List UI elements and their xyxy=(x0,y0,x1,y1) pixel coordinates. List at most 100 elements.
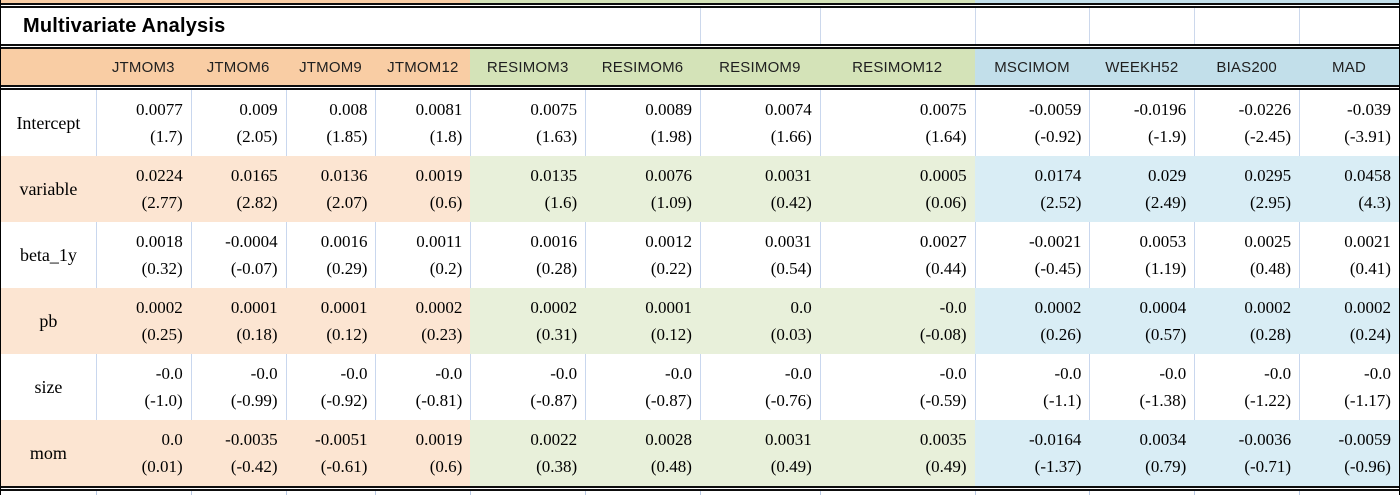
t-statistic: (-0.92) xyxy=(1034,127,1082,146)
cell-beta_1y-bias200: 0.0025 (0.48) xyxy=(1194,222,1300,288)
t-statistic: (0.54) xyxy=(770,259,812,278)
coefficient-value: 0.0002 xyxy=(135,298,183,317)
t-statistic: (4.3) xyxy=(1358,193,1391,212)
cell-size-resimom6: -0.0 (-0.87) xyxy=(585,354,700,420)
cell-beta_1y-resimom6: 0.0012 (0.22) xyxy=(585,222,700,288)
coefficient-value: 0.0075 xyxy=(530,100,578,119)
t-statistic: (2.07) xyxy=(326,193,368,212)
cell-mom-weekh52: 0.0034 (0.79) xyxy=(1089,420,1195,486)
cell-pb-resimom12: -0.0 (-0.08) xyxy=(819,288,975,354)
cell-size-resimom9: -0.0 (-0.76) xyxy=(699,354,820,420)
row-label-pb: pb xyxy=(1,288,96,354)
table-row-mom: mom 0.0 (0.01) -0.0035 (-0.42) -0.0051 (-0.61)… xyxy=(1,420,1399,486)
cell-size-mad: -0.0 (-1.17) xyxy=(1299,354,1399,420)
t-statistic: (0.44) xyxy=(925,259,967,278)
coefficient-value: 0.0004 xyxy=(1139,298,1187,317)
cell-size-mscimom: -0.0 (-1.1) xyxy=(974,354,1090,420)
coefficient-value: 0.0075 xyxy=(919,100,967,119)
coefficient-value: 0.0019 xyxy=(415,430,463,449)
cell-variable-resimom9: 0.0031 (0.42) xyxy=(699,156,820,222)
cell-pb-resimom6: 0.0001 (0.12) xyxy=(585,288,700,354)
top-strip-segment-jtmom xyxy=(1,0,471,3)
table-body: Intercept 0.0077 (1.7) 0.009 (2.05) 0.008 (1.8… xyxy=(1,90,1399,486)
t-statistic: (-1.0) xyxy=(144,391,183,410)
double-rule xyxy=(1,3,1399,8)
t-statistic: (-0.45) xyxy=(1034,259,1082,278)
cell-mom-jtmom9: -0.0051 (-0.61) xyxy=(285,420,376,486)
coefficient-value: 0.0224 xyxy=(135,166,183,185)
cell-mom-resimom12: 0.0035 (0.49) xyxy=(819,420,975,486)
cell-intercept-resimom12: 0.0075 (1.64) xyxy=(819,90,975,156)
coefficient-value: 0.0016 xyxy=(320,232,368,251)
cell-variable-jtmom3: 0.0224 (2.77) xyxy=(95,156,191,222)
coefficient-value: -0.0196 xyxy=(1133,100,1187,119)
coefficient-value: 0.0 xyxy=(161,430,183,449)
t-statistic: (0.79) xyxy=(1145,457,1187,476)
coefficient-value: 0.0053 xyxy=(1139,232,1187,251)
coefficient-value: -0.0059 xyxy=(1028,100,1082,119)
table-row-variable: variable 0.0224 (2.77) 0.0165 (2.82) 0.0136 (2… xyxy=(1,156,1399,222)
cell-variable-bias200: 0.0295 (2.95) xyxy=(1194,156,1300,222)
coefficient-value: 0.0136 xyxy=(320,166,368,185)
coefficient-value: -0.0059 xyxy=(1338,430,1391,449)
coefficient-value: 0.0005 xyxy=(919,166,967,185)
coefficient-value: 0.0018 xyxy=(135,232,183,251)
cell-beta_1y-weekh52: 0.0053 (1.19) xyxy=(1089,222,1195,288)
bottom-tick xyxy=(819,491,975,495)
t-statistic: (-1.38) xyxy=(1139,391,1187,410)
bottom-tick-strip xyxy=(1,491,1399,495)
cell-size-jtmom6: -0.0 (-0.99) xyxy=(190,354,286,420)
t-statistic: (0.48) xyxy=(650,457,692,476)
t-statistic: (-0.99) xyxy=(230,391,278,410)
coefficient-value: 0.0001 xyxy=(645,298,692,317)
bottom-tick xyxy=(1,491,96,495)
title-separator-slot xyxy=(974,8,1090,44)
cell-variable-resimom6: 0.0076 (1.09) xyxy=(585,156,700,222)
cell-intercept-resimom3: 0.0075 (1.63) xyxy=(470,90,586,156)
cell-variable-jtmom9: 0.0136 (2.07) xyxy=(285,156,376,222)
coefficient-value: -0.0 xyxy=(939,298,967,317)
bottom-tick xyxy=(974,491,1090,495)
header-cell-resimom6: RESIMOM6 xyxy=(585,49,700,85)
cell-beta_1y-jtmom6: -0.0004 (-0.07) xyxy=(190,222,286,288)
t-statistic: (0.18) xyxy=(236,325,278,344)
t-statistic: (2.49) xyxy=(1145,193,1187,212)
t-statistic: (-0.92) xyxy=(320,391,368,410)
title-separator-slot xyxy=(1194,8,1299,44)
bottom-tick xyxy=(1299,491,1399,495)
t-statistic: (0.23) xyxy=(421,325,463,344)
t-statistic: (-0.42) xyxy=(230,457,278,476)
coefficient-value: -0.0 xyxy=(155,364,183,383)
t-statistic: (0.22) xyxy=(650,259,692,278)
coefficient-value: 0.0012 xyxy=(645,232,692,251)
t-statistic: (1.98) xyxy=(650,127,692,146)
t-statistic: (-0.59) xyxy=(919,391,967,410)
cell-size-jtmom12: -0.0 (-0.81) xyxy=(375,354,471,420)
cell-pb-bias200: 0.0002 (0.28) xyxy=(1194,288,1300,354)
cell-variable-mscimom: 0.0174 (2.52) xyxy=(974,156,1090,222)
t-statistic: (0.42) xyxy=(770,193,812,212)
bottom-tick xyxy=(190,491,286,495)
t-statistic: (-2.45) xyxy=(1244,127,1292,146)
coefficient-value: -0.0 xyxy=(1364,364,1391,383)
cell-beta_1y-jtmom9: 0.0016 (0.29) xyxy=(285,222,376,288)
coefficient-value: 0.008 xyxy=(329,100,368,119)
title-separator-slot xyxy=(375,8,470,44)
header-cell-jtmom9: JTMOM9 xyxy=(285,49,376,85)
t-statistic: (-1.37) xyxy=(1034,457,1082,476)
coefficient-value: 0.0021 xyxy=(1344,232,1391,251)
cell-mom-resimom3: 0.0022 (0.38) xyxy=(470,420,586,486)
coefficient-value: -0.0035 xyxy=(225,430,278,449)
coefficient-value: 0.029 xyxy=(1148,166,1187,185)
t-statistic: (0.26) xyxy=(1040,325,1082,344)
t-statistic: (0.6) xyxy=(429,457,463,476)
t-statistic: (0.24) xyxy=(1349,325,1391,344)
t-statistic: (0.31) xyxy=(536,325,578,344)
coefficient-value: 0.0031 xyxy=(765,166,812,185)
cell-pb-weekh52: 0.0004 (0.57) xyxy=(1089,288,1195,354)
cell-intercept-jtmom12: 0.0081 (1.8) xyxy=(375,90,471,156)
header-cell-jtmom12: JTMOM12 xyxy=(375,49,471,85)
cell-mom-mscimom: -0.0164 (-1.37) xyxy=(974,420,1090,486)
bottom-tick xyxy=(699,491,820,495)
t-statistic: (2.05) xyxy=(236,127,278,146)
